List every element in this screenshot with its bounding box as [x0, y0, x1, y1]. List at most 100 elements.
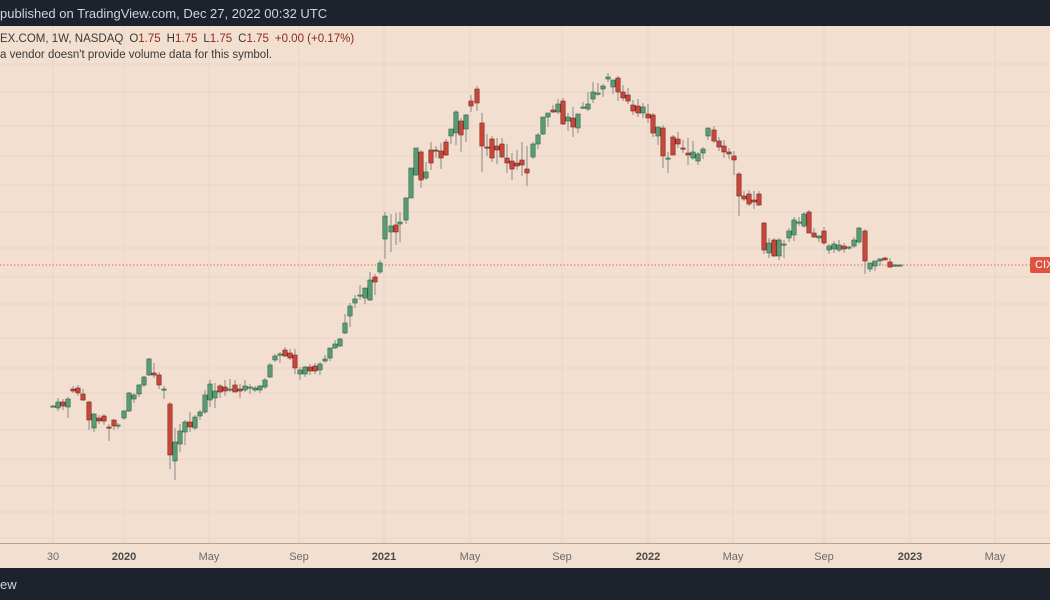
candle-up[interactable] — [397, 212, 403, 242]
candle-down[interactable] — [771, 238, 777, 257]
candle-up[interactable] — [161, 386, 167, 399]
candle-up[interactable] — [197, 410, 203, 420]
candle-up[interactable] — [91, 413, 97, 432]
candle-down[interactable] — [736, 172, 742, 216]
chart-pane[interactable]: EX.COM, 1W, NASDAQ O 1.75 H 1.75 L 1.75 … — [0, 26, 1050, 543]
candle-down[interactable] — [484, 134, 490, 156]
candle-up[interactable] — [267, 363, 273, 378]
candle-up[interactable] — [796, 217, 802, 226]
candle-up[interactable] — [897, 264, 903, 267]
candle-down[interactable] — [282, 347, 288, 357]
candle-up[interactable] — [327, 347, 333, 361]
candle-up[interactable] — [192, 415, 198, 430]
candle-down[interactable] — [620, 85, 626, 101]
candle-down[interactable] — [222, 380, 228, 396]
candle-down[interactable] — [519, 142, 525, 176]
candle-down[interactable] — [645, 104, 651, 123]
candle-up[interactable] — [357, 285, 363, 300]
candle-down[interactable] — [156, 372, 162, 389]
candle-down[interactable] — [726, 148, 732, 159]
candle-up[interactable] — [65, 397, 71, 418]
candle-down[interactable] — [479, 113, 485, 172]
candle-up[interactable] — [836, 240, 842, 252]
candle-up[interactable] — [126, 392, 132, 412]
candle-down[interactable] — [312, 363, 318, 374]
candle-up[interactable] — [831, 241, 837, 253]
candle-up[interactable] — [207, 380, 213, 407]
candle-up[interactable] — [367, 272, 373, 301]
candle-down[interactable] — [841, 243, 847, 253]
candle-down[interactable] — [292, 349, 298, 374]
candle-up[interactable] — [332, 340, 338, 349]
candle-down[interactable] — [438, 143, 444, 169]
candle-up[interactable] — [867, 262, 873, 272]
candle-up[interactable] — [448, 128, 454, 144]
candle-down[interactable] — [660, 125, 666, 168]
candle-up[interactable] — [872, 260, 878, 271]
candle-down[interactable] — [746, 190, 752, 206]
candle-down[interactable] — [187, 412, 193, 432]
candle-down[interactable] — [101, 414, 107, 425]
candle-up[interactable] — [826, 244, 832, 254]
brand-text[interactable]: ew — [0, 576, 17, 592]
candle-down[interactable] — [615, 76, 621, 101]
candle-up[interactable] — [388, 214, 394, 252]
candle-up[interactable] — [705, 127, 711, 140]
candle-up[interactable] — [262, 378, 268, 389]
candle-down[interactable] — [237, 384, 243, 398]
candle-down[interactable] — [418, 150, 424, 188]
candle-up[interactable] — [413, 147, 419, 176]
candle-up[interactable] — [121, 410, 127, 420]
candle-down[interactable] — [550, 105, 556, 113]
candle-up[interactable] — [297, 367, 303, 380]
candle-down[interactable] — [468, 95, 474, 112]
candle-up[interactable] — [227, 379, 233, 392]
candle-down[interactable] — [711, 126, 717, 143]
candle-up[interactable] — [786, 228, 792, 242]
candle-down[interactable] — [625, 88, 631, 104]
candle-up[interactable] — [277, 352, 283, 363]
candle-up[interactable] — [585, 92, 591, 111]
candle-up[interactable] — [403, 197, 409, 224]
candle-down[interactable] — [106, 424, 112, 441]
candle-down[interactable] — [307, 364, 313, 375]
candle-down[interactable] — [232, 380, 238, 393]
candle-down[interactable] — [761, 222, 767, 254]
candle-down[interactable] — [474, 86, 480, 111]
candle-down[interactable] — [716, 137, 722, 151]
candle-up[interactable] — [423, 162, 429, 180]
candle-down[interactable] — [650, 113, 656, 137]
candle-up[interactable] — [846, 246, 852, 250]
candle-up[interactable] — [172, 428, 178, 480]
candle-up[interactable] — [242, 380, 248, 392]
candle-up[interactable] — [640, 103, 646, 118]
candle-down[interactable] — [630, 100, 636, 115]
candle-up[interactable] — [545, 112, 551, 127]
candle-down[interactable] — [60, 399, 66, 410]
candle-down[interactable] — [372, 274, 378, 295]
candle-up[interactable] — [580, 102, 586, 109]
candle-down[interactable] — [524, 146, 530, 186]
candle-down[interactable] — [821, 227, 827, 245]
candle-up[interactable] — [136, 384, 142, 397]
candle-up[interactable] — [182, 420, 188, 445]
candle-down[interactable] — [499, 138, 505, 158]
candle-up[interactable] — [146, 358, 152, 376]
candle-up[interactable] — [362, 287, 368, 304]
candle-up[interactable] — [575, 113, 581, 133]
candle-up[interactable] — [141, 376, 147, 387]
candle-up[interactable] — [317, 362, 323, 375]
candle-up[interactable] — [766, 238, 772, 258]
candle-up[interactable] — [555, 99, 561, 114]
candle-down[interactable] — [560, 98, 566, 125]
candle-up[interactable] — [202, 390, 208, 414]
candle-down[interactable] — [217, 384, 223, 398]
candle-down[interactable] — [287, 349, 293, 360]
candle-up[interactable] — [347, 303, 353, 327]
candle-down[interactable] — [721, 140, 727, 158]
candle-up[interactable] — [382, 212, 388, 259]
symbol-info[interactable]: EX.COM, 1W, NASDAQ — [0, 33, 124, 45]
candle-down[interactable] — [433, 146, 439, 158]
candle-up[interactable] — [695, 152, 701, 165]
candle-up[interactable] — [816, 235, 822, 242]
